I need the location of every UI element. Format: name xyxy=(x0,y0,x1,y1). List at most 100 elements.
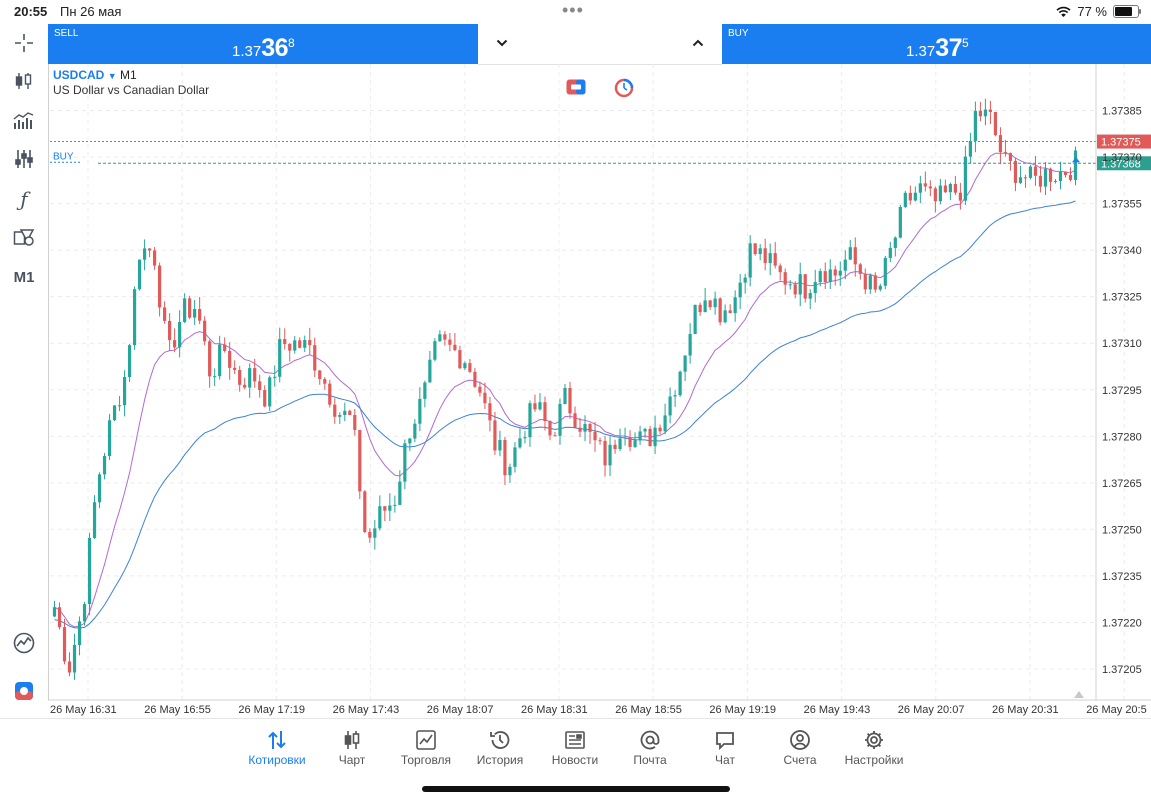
settings-sliders-icon[interactable] xyxy=(6,144,42,174)
candle xyxy=(508,463,512,483)
one-click-panel-icon[interactable] xyxy=(566,79,586,95)
objects-shapes-icon[interactable] xyxy=(6,222,42,252)
candle xyxy=(913,186,917,202)
candle xyxy=(598,437,602,445)
home-indicator xyxy=(422,786,730,792)
volume-decrease-chevron-down-icon[interactable] xyxy=(496,38,508,48)
candle xyxy=(883,255,887,290)
chart-type-candles-icon[interactable] xyxy=(6,66,42,96)
nav-news[interactable]: Новости xyxy=(530,727,620,767)
candle xyxy=(173,328,177,353)
multitask-dots-icon[interactable]: ••• xyxy=(562,0,584,20)
candle xyxy=(117,396,122,412)
indicators-bars-icon[interactable] xyxy=(6,106,42,136)
status-right: 77 % xyxy=(1056,4,1141,19)
buy-price-prefix: 1.37 xyxy=(906,43,936,60)
candle xyxy=(1058,161,1063,190)
volume-increase-chevron-up-icon[interactable] xyxy=(692,38,704,48)
price-chart[interactable]: BUY 1.37375 1.37368 1.37385 1.37370 1.37355 1… xyxy=(48,64,1151,719)
candle xyxy=(723,304,727,324)
symbol-dropdown-caret-icon[interactable]: ▼ xyxy=(107,71,117,81)
symbol-header[interactable]: USDCAD ▼ M1 xyxy=(53,68,137,82)
candle xyxy=(418,387,422,432)
y-tick-label: 1.37280 xyxy=(1102,431,1142,443)
timeframe-button[interactable]: M1 xyxy=(13,268,35,286)
candle xyxy=(938,178,942,205)
chat-bubble-icon xyxy=(680,727,770,753)
candle xyxy=(628,430,632,452)
candle xyxy=(443,331,447,346)
candle xyxy=(803,274,807,303)
nav-accounts-label: Счета xyxy=(783,753,817,767)
candle xyxy=(948,182,952,201)
candle xyxy=(92,495,97,540)
candle xyxy=(858,262,862,280)
nav-chat-label: Чат xyxy=(715,753,735,767)
y-tick-label: 1.37295 xyxy=(1102,385,1142,397)
candle xyxy=(893,236,897,257)
candle xyxy=(463,361,467,371)
function-f-icon[interactable]: ƒ xyxy=(20,187,28,211)
candle xyxy=(843,250,847,280)
candle xyxy=(918,175,922,204)
candle xyxy=(318,369,322,385)
candle xyxy=(538,393,542,411)
scroll-end-marker-icon[interactable] xyxy=(1074,691,1084,698)
buy-button[interactable]: BUY 1.37375 xyxy=(722,24,1151,64)
candle xyxy=(343,402,347,422)
x-tick-label: 26 May 19:43 xyxy=(804,704,871,716)
candle xyxy=(253,358,257,388)
one-click-trading-icon[interactable] xyxy=(6,676,42,706)
candle xyxy=(158,262,162,317)
candle xyxy=(998,127,1003,165)
candle xyxy=(743,273,747,294)
candle xyxy=(288,342,292,362)
y-tick-label: 1.37205 xyxy=(1102,664,1142,676)
candle xyxy=(1003,139,1008,157)
candle xyxy=(578,417,582,438)
candle xyxy=(433,338,437,362)
depth-of-market-icon[interactable] xyxy=(614,78,634,98)
sell-button[interactable]: SELL 1.37368 xyxy=(48,24,478,64)
candle xyxy=(973,101,977,153)
y-tick-label: 1.37325 xyxy=(1102,292,1142,304)
nav-chart[interactable]: Чарт xyxy=(307,727,397,767)
candle xyxy=(728,304,732,314)
nav-chat[interactable]: Чат xyxy=(680,727,770,767)
candle xyxy=(243,377,247,390)
candle xyxy=(198,297,202,325)
y-tick-label: 1.37370 xyxy=(1102,152,1142,164)
candle xyxy=(498,430,502,457)
nav-news-label: Новости xyxy=(551,753,599,767)
candle xyxy=(698,302,702,316)
buy-price: 1.37375 xyxy=(906,34,969,63)
nav-history[interactable]: История xyxy=(455,727,545,767)
nav-quotes[interactable]: Котировки xyxy=(232,727,322,767)
candle xyxy=(97,472,102,509)
nav-settings[interactable]: Настройки xyxy=(829,727,919,767)
candle xyxy=(818,268,822,287)
candle xyxy=(77,616,82,656)
volume-box xyxy=(478,24,722,65)
candle xyxy=(263,385,267,408)
candle xyxy=(518,427,522,449)
nav-mail[interactable]: Почта xyxy=(605,727,695,767)
y-tick-label: 1.37385 xyxy=(1102,106,1142,118)
trade-chart-icon xyxy=(381,727,471,753)
candle xyxy=(863,268,867,295)
crosshair-icon[interactable] xyxy=(6,28,42,58)
candle xyxy=(763,238,767,271)
x-tick-label: 26 May 17:43 xyxy=(333,704,400,716)
candle xyxy=(408,437,412,452)
candle xyxy=(733,290,737,322)
candle xyxy=(1068,167,1073,182)
candle xyxy=(793,281,797,299)
candle xyxy=(132,286,137,350)
candle xyxy=(248,363,252,398)
signals-chart-icon[interactable] xyxy=(6,628,42,658)
nav-accounts[interactable]: Счета xyxy=(755,727,845,767)
quotes-arrows-icon xyxy=(232,727,322,753)
candle xyxy=(853,237,857,277)
nav-trade[interactable]: Торговля xyxy=(381,727,471,767)
news-icon xyxy=(530,727,620,753)
